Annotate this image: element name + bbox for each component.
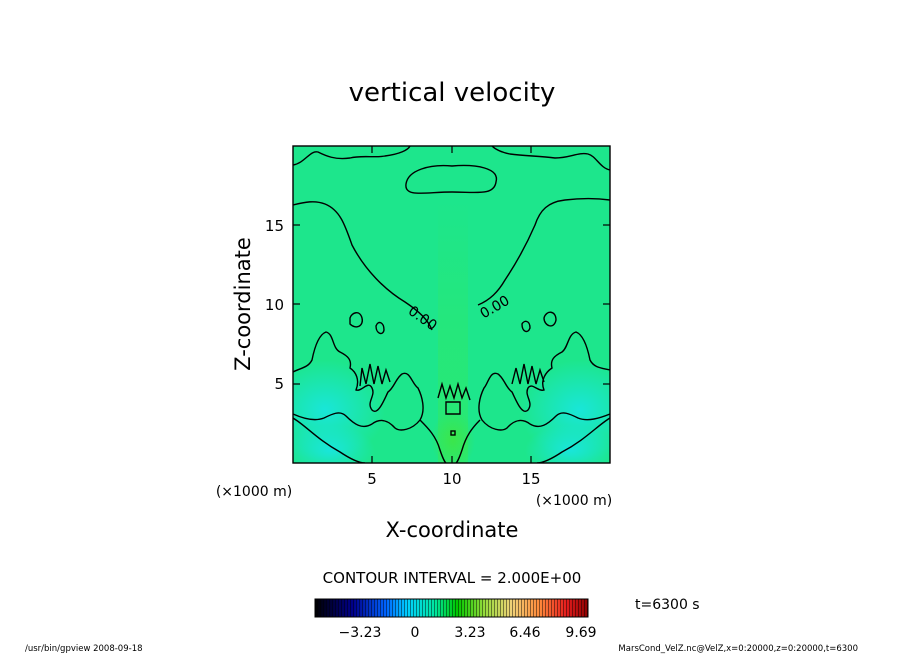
colorbar-tick-label-1: 0 bbox=[411, 625, 420, 641]
heatmap-low-bottom-left bbox=[293, 425, 375, 463]
y-axis-label: Z-coordinate bbox=[231, 237, 255, 371]
y-axis-unit: (×1000 m) bbox=[216, 484, 292, 500]
heatmap-low-bottom-right bbox=[525, 425, 610, 463]
colorbar-frame bbox=[314, 598, 589, 618]
axis-ticks bbox=[293, 146, 610, 463]
time-label: t=6300 s bbox=[635, 597, 700, 613]
contour-tiny-box bbox=[450, 430, 456, 436]
chart-title: vertical velocity bbox=[349, 78, 556, 108]
y-tick-label-15: 15 bbox=[265, 217, 284, 235]
y-tick-label-5: 5 bbox=[274, 375, 284, 393]
colorbar-tick-label-3: 6.46 bbox=[509, 625, 540, 641]
contour-lower-left bbox=[293, 417, 366, 463]
x-tick-label-10: 10 bbox=[442, 470, 461, 488]
contour-right-cell-2 bbox=[521, 320, 531, 333]
contour-right-arm bbox=[477, 197, 610, 306]
y-tick-label-10: 10 bbox=[265, 296, 284, 314]
colorbar-bins bbox=[315, 599, 588, 617]
footer-right: MarsCond_VelZ.nc@VelZ,x=0:20000,z=0:2000… bbox=[618, 644, 858, 654]
contour-left-arm bbox=[293, 201, 433, 331]
contour-left-cell-2 bbox=[375, 321, 385, 335]
x-axis-label: X-coordinate bbox=[386, 518, 519, 542]
contour-right-spikes bbox=[511, 363, 545, 385]
contour-left-cluster bbox=[293, 331, 424, 431]
contour-left-cell bbox=[349, 312, 364, 328]
contour-top-right bbox=[491, 146, 610, 171]
colorbar-tick-label-2: 3.23 bbox=[454, 625, 485, 641]
footer-left: /usr/bin/gpview 2008-09-18 bbox=[25, 644, 143, 654]
contour-right-cluster bbox=[478, 331, 610, 431]
contour-lower-right bbox=[536, 417, 610, 463]
contour-top-closed bbox=[405, 164, 497, 194]
contour-center-box bbox=[445, 401, 461, 415]
contour-center-peaks bbox=[437, 381, 471, 401]
contour-left-spikes bbox=[359, 363, 391, 387]
x-axis-unit: (×1000 m) bbox=[536, 493, 612, 509]
contour-lines bbox=[293, 146, 610, 463]
colorbar-tick-label-0: −3.23 bbox=[339, 625, 382, 641]
colorbar-tick-label-4: 9.69 bbox=[565, 625, 596, 641]
contour-right-cell bbox=[543, 311, 557, 327]
contour-interval-text: CONTOUR INTERVAL = 2.000E+00 bbox=[323, 569, 582, 587]
heatmap-high-center bbox=[431, 410, 475, 463]
x-tick-label-5: 5 bbox=[367, 470, 377, 488]
plot-area bbox=[293, 146, 610, 463]
contour-top-left bbox=[293, 146, 411, 166]
colorbar bbox=[314, 598, 589, 618]
x-tick-label-15: 15 bbox=[521, 470, 540, 488]
